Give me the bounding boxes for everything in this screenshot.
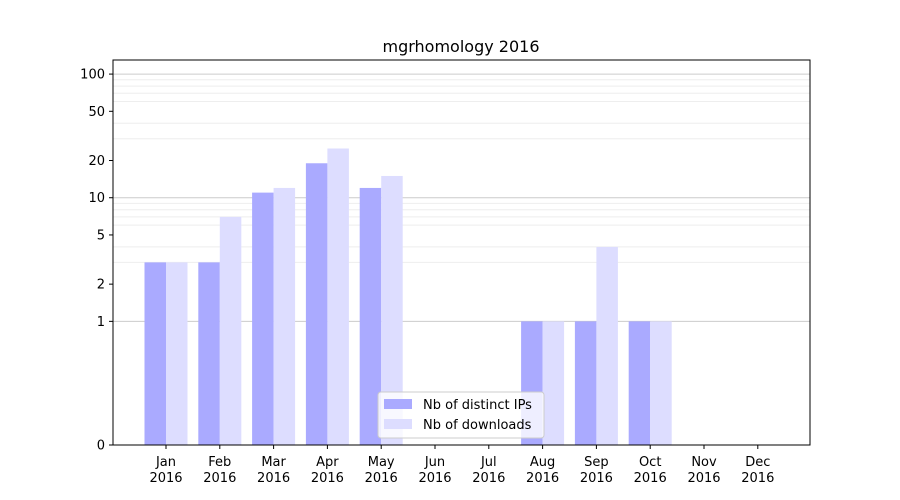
y-tick-label: 5 xyxy=(97,228,105,243)
legend-label: Nb of downloads xyxy=(423,418,532,433)
bar-distinct-ips xyxy=(305,163,328,445)
bar-distinct-ips xyxy=(252,192,274,445)
bar-distinct-ips xyxy=(574,321,597,445)
chart-title: mgrhomology 2016 xyxy=(382,37,539,56)
x-tick-label: Aug 2016 xyxy=(526,455,559,486)
bar-distinct-ips xyxy=(198,262,220,445)
x-tick-label: Nov 2016 xyxy=(687,455,720,486)
bar-distinct-ips xyxy=(628,321,651,445)
bar-downloads xyxy=(327,148,349,445)
y-tick-label: 20 xyxy=(88,154,105,169)
y-tick-label: 2 xyxy=(97,278,105,293)
x-tick-label: Apr 2016 xyxy=(311,455,344,486)
x-tick-label: Jun 2016 xyxy=(418,455,451,486)
bar-downloads xyxy=(166,262,188,445)
plot-frame xyxy=(112,59,811,446)
y-axis: 0 1 2 5 10 20 50 100 xyxy=(80,68,113,454)
y-tick-label: 1 xyxy=(97,315,105,330)
y-tick-label: 100 xyxy=(80,68,105,83)
x-tick-label: Jul 2016 xyxy=(472,455,505,486)
x-tick-label: May 2016 xyxy=(365,455,398,486)
bar-downloads xyxy=(542,321,565,445)
bars xyxy=(144,148,672,445)
bar-downloads xyxy=(273,187,296,445)
x-axis: Jan 2016 Feb 2016 Mar 2016 Apr 2016 May 2016 Jun 20… xyxy=(149,445,774,486)
x-tick-label: Mar 2016 xyxy=(257,455,290,486)
x-tick-label: Jan 2016 xyxy=(149,455,182,486)
legend-swatch xyxy=(384,399,412,409)
y-tick-label: 50 xyxy=(88,105,105,120)
y-tick-label: 10 xyxy=(88,191,105,206)
x-tick-label: Oct 2016 xyxy=(634,455,667,486)
bar-downloads xyxy=(596,246,618,445)
bar-downloads xyxy=(381,175,403,445)
bar-distinct-ips xyxy=(359,187,382,445)
bar-downloads xyxy=(650,321,672,445)
bar-distinct-ips xyxy=(144,262,166,445)
legend-label: Nb of distinct IPs xyxy=(423,398,532,413)
x-tick-label: Sep 2016 xyxy=(580,455,613,486)
bar-downloads xyxy=(219,216,242,445)
legend-box xyxy=(377,391,545,439)
x-tick-label: Feb 2016 xyxy=(203,455,236,486)
legend-swatch xyxy=(384,419,412,429)
x-tick-label: Dec 2016 xyxy=(741,455,774,486)
legend: Nb of distinct IPs Nb of downloads xyxy=(377,391,545,439)
y-tick-label: 0 xyxy=(97,439,105,454)
